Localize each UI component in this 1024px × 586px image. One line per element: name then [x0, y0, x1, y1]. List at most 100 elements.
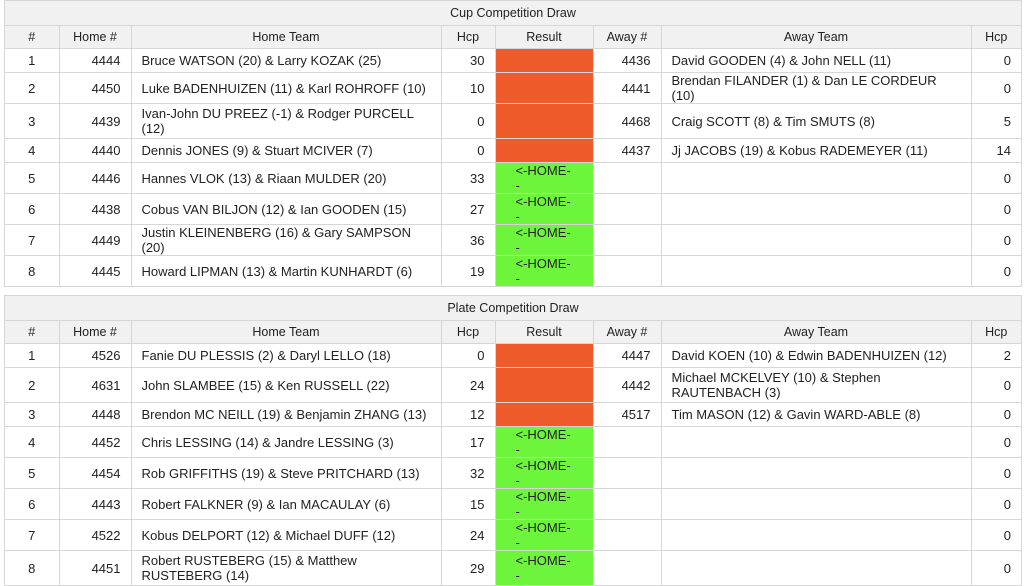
away-team-cell	[660, 488, 971, 520]
away-team-cell	[660, 255, 971, 286]
away-hcp-cell: 0	[970, 72, 1021, 104]
table-row: 3 4448 Brendon MC NEILL (19) & Benjamin ZH…	[5, 402, 1021, 427]
home-team-cell: Hannes VLOK (13) & Riaan MULDER (20)	[130, 162, 441, 194]
row-number-cell: 5	[5, 457, 59, 489]
result-cell	[494, 367, 593, 403]
home-hcp-cell: 0	[440, 343, 495, 368]
home-number-cell: 4452	[58, 426, 131, 458]
row-number-cell: 3	[5, 402, 59, 427]
home-number-cell: 4438	[58, 193, 131, 225]
plate-draw-title: Plate Competition Draw	[5, 296, 1021, 321]
away-hcp-cell: 0	[970, 367, 1021, 403]
row-number-cell: 1	[5, 48, 59, 73]
home-team-cell: Justin KLEINENBERG (16) & Gary SAMPSON (…	[130, 224, 441, 256]
home-team-cell: Brendon MC NEILL (19) & Benjamin ZHANG (…	[130, 402, 441, 427]
plate-draw-section: Plate Competition Draw # Home # Home Tea…	[4, 295, 1022, 586]
away-team-cell: David GOODEN (4) & John NELL (11)	[660, 48, 971, 73]
result-cell	[494, 48, 593, 73]
away-number-cell	[592, 550, 661, 585]
away-number-cell	[592, 457, 661, 489]
home-team-cell: Robert FALKNER (9) & Ian MACAULAY (6)	[130, 488, 441, 520]
away-number-cell	[592, 224, 661, 256]
away-team-cell: Brendan FILANDER (1) & Dan LE CORDEUR (1…	[660, 72, 971, 104]
table-row: 6 4438 Cobus VAN BILJON (12) & Ian GOODEN …	[5, 193, 1021, 225]
row-number-cell: 4	[5, 426, 59, 458]
away-number-cell: 4437	[592, 138, 661, 163]
table-row: 1 4526 Fanie DU PLESSIS (2) & Daryl LELLO …	[5, 343, 1021, 368]
table-row: 5 4446 Hannes VLOK (13) & Riaan MULDER (20…	[5, 162, 1021, 194]
home-hcp-cell: 27	[440, 193, 495, 225]
away-team-cell	[660, 550, 971, 585]
home-number-cell: 4526	[58, 343, 131, 368]
col-header-num: #	[5, 321, 59, 344]
col-header-hcp: Hcp	[440, 321, 495, 344]
away-team-cell	[660, 519, 971, 551]
col-header-home-team: Home Team	[130, 321, 441, 344]
col-header-away-hcp: Hcp	[970, 26, 1021, 49]
result-cell: <-HOME--	[494, 550, 593, 585]
result-cell	[494, 402, 593, 427]
row-number-cell: 7	[5, 519, 59, 551]
row-number-cell: 4	[5, 138, 59, 163]
away-number-cell: 4517	[592, 402, 661, 427]
home-hcp-cell: 10	[440, 72, 495, 104]
home-hcp-cell: 33	[440, 162, 495, 194]
away-team-cell: Michael MCKELVEY (10) & Stephen RAUTENBA…	[660, 367, 971, 403]
home-number-cell: 4451	[58, 550, 131, 585]
table-row: 4 4452 Chris LESSING (14) & Jandre LESSING…	[5, 426, 1021, 458]
home-hcp-cell: 17	[440, 426, 495, 458]
home-number-cell: 4454	[58, 457, 131, 489]
away-number-cell	[592, 488, 661, 520]
home-team-cell: Chris LESSING (14) & Jandre LESSING (3)	[130, 426, 441, 458]
away-number-cell: 4442	[592, 367, 661, 403]
away-team-cell	[660, 457, 971, 489]
table-row: 2 4450 Luke BADENHUIZEN (11) & Karl ROHROF…	[5, 72, 1021, 104]
home-hcp-cell: 32	[440, 457, 495, 489]
home-number-cell: 4450	[58, 72, 131, 104]
away-hcp-cell: 0	[970, 255, 1021, 286]
col-header-hcp: Hcp	[440, 26, 495, 49]
table-header-row: # Home # Home Team Hcp Result Away # Awa…	[5, 26, 1021, 49]
row-number-cell: 2	[5, 72, 59, 104]
result-cell	[494, 103, 593, 139]
result-cell: <-HOME--	[494, 162, 593, 194]
table-row: 6 4443 Robert FALKNER (9) & Ian MACAULAY (…	[5, 488, 1021, 520]
home-team-cell: Luke BADENHUIZEN (11) & Karl ROHROFF (10…	[130, 72, 441, 104]
home-hcp-cell: 19	[440, 255, 495, 286]
col-header-away-num: Away #	[592, 26, 661, 49]
home-team-cell: John SLAMBEE (15) & Ken RUSSELL (22)	[130, 367, 441, 403]
home-team-cell: Ivan-John DU PREEZ (-1) & Rodger PURCELL…	[130, 103, 441, 139]
table-row: 7 4449 Justin KLEINENBERG (16) & Gary SAMP…	[5, 224, 1021, 256]
home-number-cell: 4448	[58, 402, 131, 427]
away-hcp-cell: 0	[970, 519, 1021, 551]
home-number-cell: 4449	[58, 224, 131, 256]
home-team-cell: Kobus DELPORT (12) & Michael DUFF (12)	[130, 519, 441, 551]
away-team-cell: Tim MASON (12) & Gavin WARD-ABLE (8)	[660, 402, 971, 427]
table-row: 2 4631 John SLAMBEE (15) & Ken RUSSELL (22…	[5, 367, 1021, 403]
away-number-cell	[592, 255, 661, 286]
home-hcp-cell: 0	[440, 103, 495, 139]
row-number-cell: 3	[5, 103, 59, 139]
plate-draw-table: # Home # Home Team Hcp Result Away # Awa…	[5, 321, 1021, 585]
row-number-cell: 7	[5, 224, 59, 256]
row-number-cell: 1	[5, 343, 59, 368]
away-number-cell	[592, 426, 661, 458]
away-hcp-cell: 0	[970, 193, 1021, 225]
away-number-cell	[592, 519, 661, 551]
row-number-cell: 8	[5, 255, 59, 286]
away-team-cell	[660, 224, 971, 256]
away-team-cell: David KOEN (10) & Edwin BADENHUIZEN (12)	[660, 343, 971, 368]
home-hcp-cell: 0	[440, 138, 495, 163]
home-number-cell: 4444	[58, 48, 131, 73]
home-team-cell: Robert RUSTEBERG (15) & Matthew RUSTEBER…	[130, 550, 441, 585]
row-number-cell: 5	[5, 162, 59, 194]
cup-draw-title: Cup Competition Draw	[5, 1, 1021, 26]
result-cell	[494, 343, 593, 368]
home-hcp-cell: 36	[440, 224, 495, 256]
away-number-cell: 4441	[592, 72, 661, 104]
home-number-cell: 4446	[58, 162, 131, 194]
col-header-result: Result	[494, 26, 593, 49]
col-header-num: #	[5, 26, 59, 49]
home-hcp-cell: 12	[440, 402, 495, 427]
table-row: 8 4445 Howard LIPMAN (13) & Martin KUNHARD…	[5, 255, 1021, 286]
